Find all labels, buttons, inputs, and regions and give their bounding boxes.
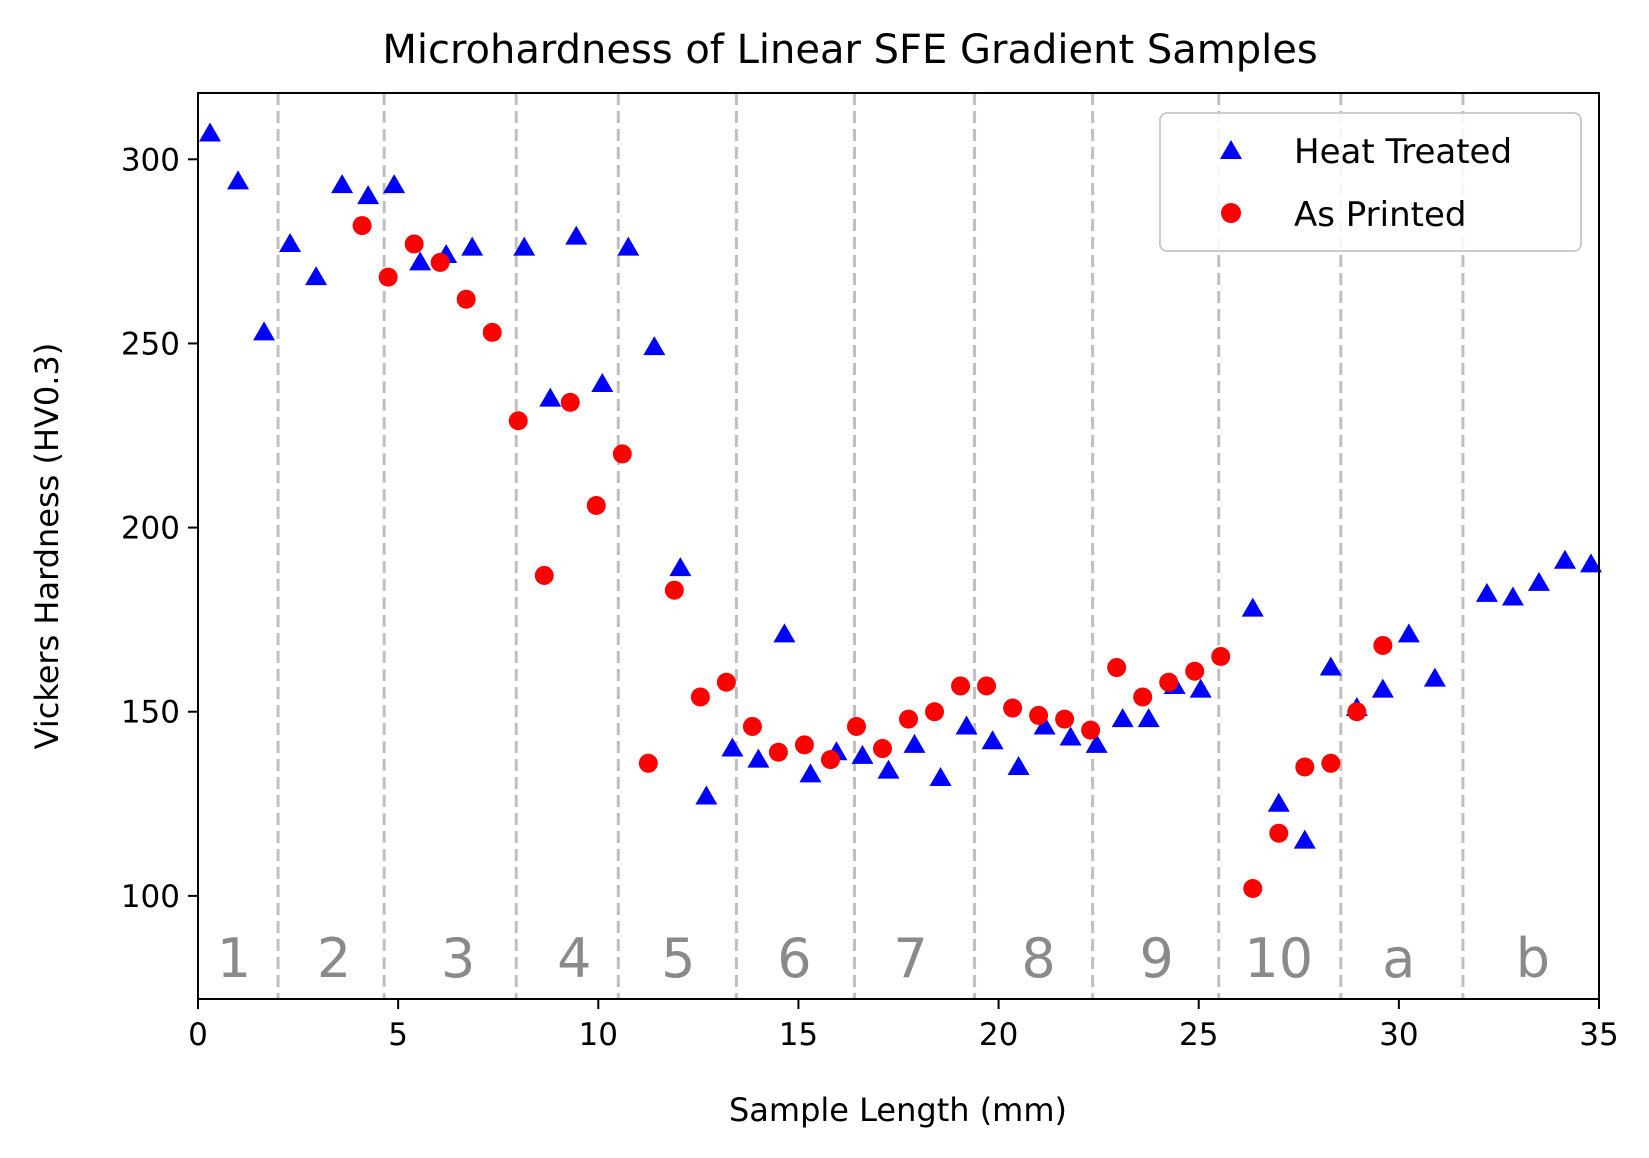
as-printed-point-28 [1055,710,1074,729]
zone-label-1: 1 [217,927,251,990]
legend: Heat Treated As Printed [1160,113,1581,251]
legend-label-as-printed: As Printed [1294,195,1467,235]
as-printed-point-23 [925,702,944,721]
legend-label-heat-treated: Heat Treated [1294,132,1512,172]
chart: Microhardness of Linear SFE Gradient Sam… [0,0,1649,1158]
x-axis-label: Sample Length (mm) [729,1091,1067,1129]
as-printed-point-10 [587,496,606,515]
as-printed-point-35 [1243,879,1262,898]
as-printed-point-9 [561,393,580,412]
zone-label-3: 3 [441,927,475,990]
as-printed-point-15 [717,673,736,692]
zone-label-8: 8 [1021,927,1055,990]
as-printed-point-33 [1185,662,1204,681]
as-printed-point-8 [535,566,554,585]
chart-title: Microhardness of Linear SFE Gradient Sam… [382,27,1317,73]
x-tick-label: 25 [1179,1017,1218,1053]
x-tick-label: 5 [388,1017,408,1053]
as-printed-point-29 [1081,721,1100,740]
as-printed-point-6 [483,323,502,342]
y-tick-label: 250 [121,326,180,362]
as-printed-point-14 [691,688,710,707]
y-tick-label: 150 [121,695,180,731]
as-printed-point-2 [379,268,398,287]
as-printed-point-17 [769,743,788,762]
as-printed-point-27 [1029,706,1048,725]
y-tick-label: 200 [121,511,180,547]
as-printed-point-21 [873,739,892,758]
as-printed-point-22 [899,710,918,729]
as-printed-point-37 [1295,757,1314,776]
as-printed-point-11 [613,444,632,463]
zone-label-10: 10 [1244,927,1313,990]
as-printed-point-36 [1269,824,1288,843]
zone-label-6: 6 [777,927,811,990]
as-printed-point-5 [457,290,476,309]
legend-marker-as-printed [1221,203,1241,223]
as-printed-point-31 [1133,688,1152,707]
as-printed-point-4 [431,253,450,272]
as-printed-point-30 [1107,658,1126,677]
as-printed-point-3 [405,235,424,254]
y-tick-label: 300 [121,142,180,178]
as-printed-point-39 [1347,702,1366,721]
as-printed-point-16 [743,717,762,736]
as-printed-point-1 [353,216,372,235]
zone-label-9: 9 [1140,927,1174,990]
as-printed-point-12 [639,754,658,773]
y-axis-label: Vickers Hardness (HV0.3) [28,343,66,750]
x-tick-label: 0 [188,1017,208,1053]
x-tick-label: 10 [579,1017,618,1053]
as-printed-point-19 [821,750,840,769]
as-printed-point-38 [1321,754,1340,773]
zone-label-b: b [1516,927,1550,990]
x-tick-label: 30 [1379,1017,1418,1053]
zone-label-7: 7 [893,927,927,990]
zone-label-5: 5 [661,927,695,990]
as-printed-point-20 [847,717,866,736]
as-printed-point-25 [977,676,996,695]
as-printed-point-40 [1373,636,1392,655]
as-printed-point-24 [951,676,970,695]
x-tick-label: 35 [1579,1017,1618,1053]
as-printed-point-32 [1159,673,1178,692]
as-printed-point-34 [1211,647,1230,666]
as-printed-point-18 [795,735,814,754]
y-tick-label: 100 [121,879,180,915]
as-printed-point-7 [509,411,528,430]
x-tick-label: 20 [979,1017,1018,1053]
as-printed-point-26 [1003,699,1022,718]
zone-label-4: 4 [557,927,591,990]
as-printed-point-13 [665,581,684,600]
zone-label-2: 2 [317,927,351,990]
x-tick-label: 15 [779,1017,818,1053]
zone-label-a: a [1382,927,1415,990]
